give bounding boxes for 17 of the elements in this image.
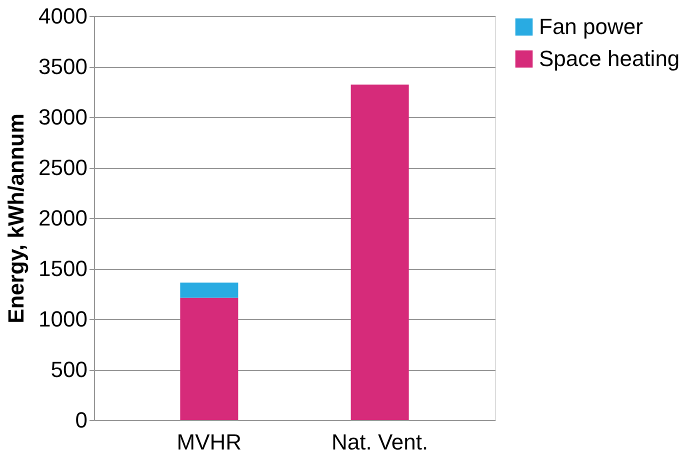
y-tick-label: 0 (75, 408, 88, 432)
bar (180, 298, 238, 420)
y-tick-label: 500 (50, 357, 88, 382)
y-tick-label: 2500 (38, 155, 88, 180)
x-tick-label: MVHR (176, 430, 242, 454)
y-axis-title: Energy, kWh/annum (4, 114, 29, 324)
y-tick-label: 1000 (38, 306, 88, 332)
bar (350, 84, 409, 420)
y-tick-label: 3500 (38, 54, 88, 79)
y-tick-label: 3000 (38, 104, 88, 130)
legend-label: Space heating (539, 46, 680, 71)
legend-label: Fan power (539, 14, 643, 39)
bar (180, 282, 238, 298)
y-tick-label: 4000 (38, 4, 88, 28)
x-tick-label: Nat. Vent. (332, 430, 428, 454)
y-tick-label: 2000 (38, 206, 88, 230)
y-tick-label: 1500 (38, 256, 88, 281)
